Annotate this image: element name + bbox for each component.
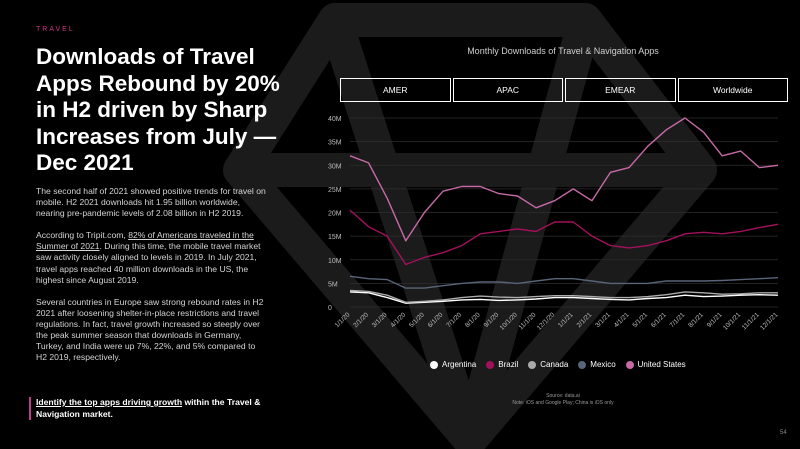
x-tick-label: 8/1/21 [687, 311, 705, 329]
body-text: The second half of 2021 showed positive … [36, 186, 268, 374]
y-tick-label: 5M [328, 281, 338, 288]
legend-marker [625, 360, 634, 369]
page-title: Downloads of Travel Apps Rebound by 20% … [36, 44, 280, 175]
x-tick-label: 10/1/20 [499, 311, 520, 332]
source-detail: Note: iOS and Google Play; China is iOS … [512, 400, 614, 406]
tab-apac[interactable]: APAC [452, 78, 563, 102]
x-tick-label: 2/1/20 [352, 311, 370, 329]
x-tick-label: 12/1/21 [759, 311, 780, 332]
call-to-action: Identify the top apps driving growth wit… [29, 397, 276, 420]
x-tick-label: 3/1/20 [371, 311, 389, 329]
chart-legend: Argentina Brazil Canada Mexico United States [430, 360, 696, 369]
y-tick-label: 20M [328, 211, 342, 218]
tab-worldwide[interactable]: Worldwide [677, 78, 788, 102]
x-tick-label: 7/1/21 [669, 311, 687, 329]
tab-emear[interactable]: EMEAR [565, 78, 676, 102]
legend-marker [430, 360, 438, 369]
x-tick-label: 5/1/20 [408, 311, 426, 329]
series-line-canada [349, 289, 778, 303]
x-tick-label: 7/1/20 [445, 311, 463, 329]
series-line-mexico [349, 275, 779, 289]
y-tick-label: 0 [328, 305, 332, 312]
x-tick-label: 4/1/21 [613, 311, 631, 329]
x-tick-label: 8/1/20 [464, 311, 482, 329]
page-number: 54 [780, 430, 787, 436]
legend-label: Canada [540, 360, 569, 369]
y-tick-label: 10M [328, 258, 342, 265]
series-line-argentina [349, 291, 779, 304]
legend-marker [578, 360, 587, 369]
chart-title: Monthly Downloads of Travel & Navigation… [467, 46, 659, 56]
y-tick-label: 35M [328, 140, 342, 147]
legend-marker [528, 360, 537, 369]
source-note: Source: data.ai Note: iOS and Google Pla… [340, 393, 786, 407]
region-tabs: AMER APAC EMEAR Worldwide [340, 78, 788, 102]
series-line-united-states [349, 117, 779, 242]
x-tick-label: 3/1/21 [594, 311, 612, 329]
y-tick-label: 15M [328, 234, 342, 241]
paragraph-2: According to Tripit.com, 82% of American… [36, 230, 261, 285]
x-tick-label: 2/1/21 [576, 311, 594, 329]
x-tick-label: 1/1/21 [557, 311, 575, 329]
legend-label: United States [637, 360, 686, 369]
paragraph-1: The second half of 2021 showed positive … [36, 186, 266, 219]
legend-item-mexico: Mexico [578, 360, 616, 369]
y-tick-label: 30M [328, 163, 342, 170]
x-tick-label: 10/1/21 [722, 311, 743, 332]
legend-label: Argentina [442, 360, 477, 369]
y-tick-label: 40M [328, 116, 342, 123]
y-tick-label: 25M [328, 187, 342, 194]
x-tick-label: 12/1/20 [536, 311, 557, 332]
tripit-link[interactable]: 82% of Americans traveled in the Summer … [36, 230, 254, 252]
source-title: Source: data.ai [546, 393, 580, 399]
x-tick-label: 11/1/21 [741, 311, 761, 331]
x-tick-label: 1/1/20 [334, 311, 352, 329]
x-tick-label: 5/1/21 [631, 311, 649, 329]
legend-item-canada: Canada [528, 360, 568, 369]
legend-item-brazil: Brazil [486, 360, 518, 369]
legend-label: Brazil [498, 360, 519, 369]
legend-item-argentina: Argentina [430, 360, 476, 369]
legend-marker [486, 360, 495, 369]
legend-label: Mexico [590, 360, 616, 369]
top-apps-link[interactable]: Identify the top apps driving growth [36, 397, 183, 407]
x-tick-label: 4/1/20 [390, 311, 408, 329]
section-eyebrow: TRAVEL [36, 26, 75, 33]
tab-amer[interactable]: AMER [340, 78, 451, 102]
paragraph-3: Several countries in Europe saw strong r… [36, 296, 264, 363]
series-line-brazil [349, 209, 779, 266]
x-tick-label: 6/1/21 [650, 311, 668, 329]
x-tick-label: 11/1/20 [518, 311, 538, 331]
x-tick-label: 6/1/20 [427, 311, 445, 329]
legend-item-united-states: United States [625, 360, 686, 369]
